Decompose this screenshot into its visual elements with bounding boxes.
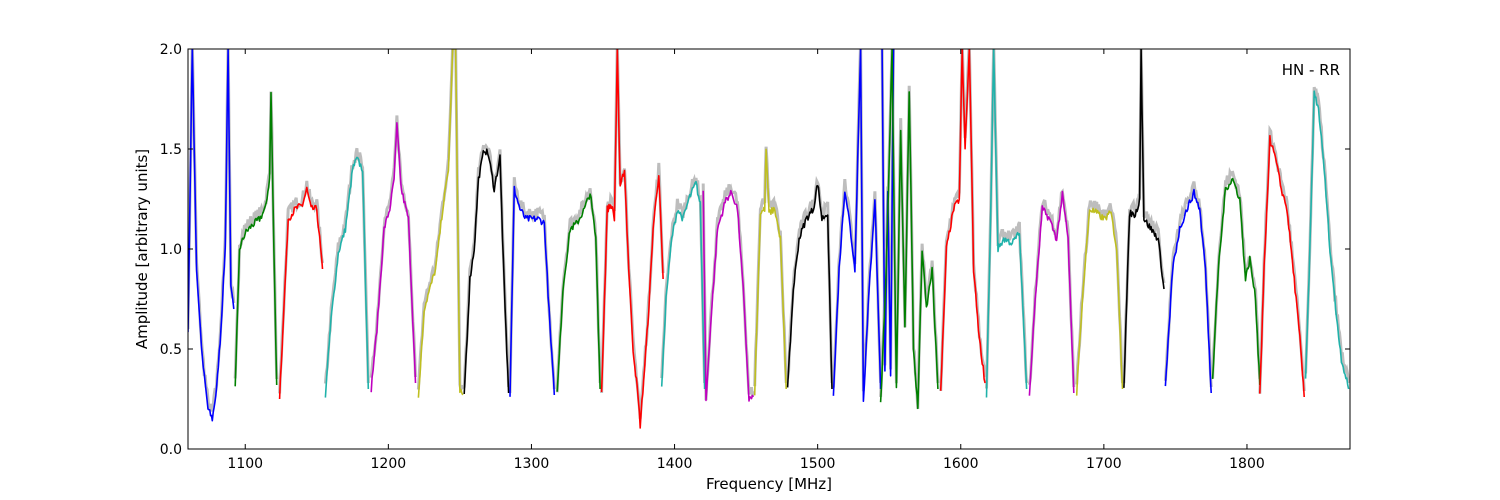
x-axis-label: Frequency [MHz]	[706, 475, 832, 493]
x-tick-label: 1300	[514, 456, 550, 472]
x-tick-label: 1500	[800, 456, 836, 472]
series-line-24	[1211, 177, 1261, 386]
series-line-9	[556, 193, 601, 392]
x-tick-label: 1400	[657, 456, 693, 472]
plot-frame	[187, 48, 1351, 450]
series-line-20	[1028, 190, 1075, 396]
series-line-10	[600, 49, 664, 429]
series-line-23	[1164, 188, 1212, 394]
series-line-4	[324, 156, 370, 398]
x-tick-label: 1800	[1229, 456, 1265, 472]
series-line-26	[1304, 90, 1350, 390]
series-line-12	[702, 189, 754, 402]
series-line-1	[188, 49, 235, 422]
background-trace-6	[416, 49, 465, 391]
annotation-label: HN - RR	[1282, 61, 1340, 79]
x-tick-label: 1600	[943, 456, 979, 472]
y-tick-label: 0.0	[160, 442, 182, 458]
x-tick-label: 1100	[227, 456, 263, 472]
series-layer	[188, 49, 1350, 429]
series-line-22	[1123, 49, 1165, 388]
series-line-17	[879, 49, 939, 410]
series-line-19	[985, 49, 1028, 398]
y-tick-label: 1.0	[160, 242, 182, 258]
y-tick-label: 2.0	[160, 42, 182, 58]
ticks-layer: 1100 1200 1300 1400 1500 1600 1700 1800 0.0 0.5 1.…	[160, 42, 1350, 472]
series-line-18	[939, 49, 986, 391]
series-line-11	[660, 180, 706, 390]
series-line-5	[370, 122, 417, 393]
series-line-13	[753, 148, 787, 396]
series-line-2	[234, 91, 278, 387]
x-tick-label: 1700	[1086, 456, 1122, 472]
series-line-21	[1075, 207, 1124, 396]
series-line-6	[417, 49, 464, 398]
y-tick-label: 0.5	[160, 342, 182, 358]
series-line-3	[278, 186, 324, 400]
y-tick-label: 1.5	[160, 142, 182, 158]
series-line-14	[786, 185, 833, 390]
series-line-25	[1259, 134, 1305, 398]
y-axis-label: Amplitude [arbitrary units]	[133, 149, 151, 349]
series-line-15	[832, 49, 882, 402]
x-tick-label: 1200	[371, 456, 407, 472]
series-line-8	[509, 185, 556, 397]
series-line-7	[463, 148, 510, 395]
